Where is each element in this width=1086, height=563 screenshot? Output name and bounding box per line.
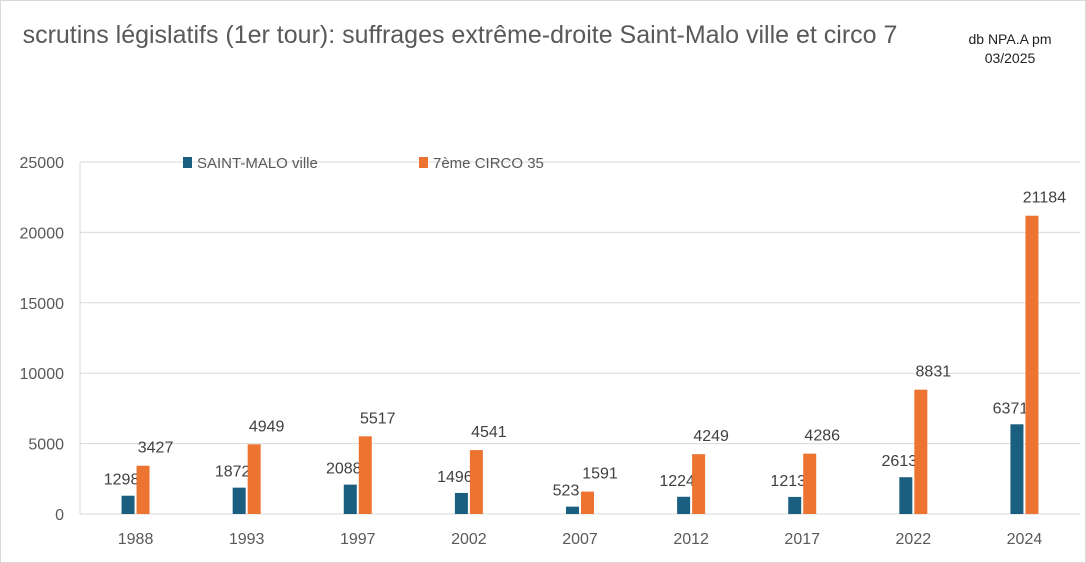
x-tick-label: 2022 — [896, 531, 932, 548]
legend-label: SAINT-MALO ville — [197, 155, 318, 172]
bar-circo-2022 — [914, 389, 928, 514]
x-tick-label: 1993 — [229, 531, 265, 548]
data-label: 21184 — [1023, 190, 1066, 207]
data-label: 4249 — [693, 428, 729, 445]
data-label: 2088 — [326, 461, 362, 478]
bar-ville-1993 — [232, 487, 246, 514]
data-label: 1298 — [104, 472, 140, 489]
bar-circo-1997 — [358, 436, 372, 514]
data-label: 1591 — [582, 466, 618, 483]
bar-ville-2002 — [454, 492, 468, 514]
bar-circo-2002 — [469, 450, 483, 514]
x-tick-label: 2017 — [784, 531, 820, 548]
data-label: 2613 — [882, 453, 918, 470]
bar-circo-2012 — [692, 454, 706, 514]
data-label: 6371 — [993, 400, 1029, 417]
y-tick-label: 5000 — [28, 437, 64, 454]
x-tick-label: 2012 — [673, 531, 709, 548]
chart-title: scrutins législatifs (1er tour): suffrag… — [22, 21, 898, 49]
data-label: 8831 — [916, 364, 952, 381]
bar-ville-2007 — [566, 506, 579, 514]
bar-circo-1993 — [247, 444, 261, 514]
x-tick-label: 2002 — [451, 531, 487, 548]
y-tick-label: 25000 — [20, 155, 65, 172]
note-line-1: db NPA.A pm — [968, 31, 1052, 47]
chart-note: db NPA.A pm 03/2025 — [950, 30, 1070, 68]
x-tick-label: 2024 — [1007, 531, 1043, 548]
legend-label: 7ème CIRCO 35 — [433, 155, 544, 172]
x-tick-label: 2007 — [562, 531, 598, 548]
bar-ville-2024 — [1010, 424, 1024, 514]
data-label: 5517 — [360, 410, 396, 427]
bar-ville-1988 — [121, 495, 135, 514]
bar-circo-1988 — [136, 465, 150, 514]
data-label: 4949 — [249, 418, 285, 435]
data-label: 1872 — [215, 464, 251, 481]
note-line-2: 03/2025 — [984, 50, 1036, 66]
data-label: 1224 — [659, 473, 695, 490]
data-label: 1213 — [770, 473, 806, 490]
data-label: 3427 — [138, 440, 174, 457]
bar-circo-2024 — [1025, 215, 1039, 514]
data-label: 4541 — [471, 424, 507, 441]
y-tick-label: 20000 — [20, 225, 65, 242]
bar-circo-2017 — [803, 453, 817, 514]
x-tick-label: 1997 — [340, 531, 376, 548]
y-tick-label: 15000 — [20, 296, 65, 313]
bar-ville-2022 — [899, 477, 913, 514]
legend-swatch — [419, 157, 428, 168]
bar-ville-2017 — [788, 496, 802, 514]
data-label: 523 — [553, 483, 580, 500]
bar-ville-1997 — [343, 484, 357, 514]
y-tick-label: 0 — [55, 507, 64, 524]
bar-circo-2007 — [581, 491, 594, 514]
y-tick-label: 10000 — [20, 366, 65, 383]
bar-ville-2012 — [677, 496, 691, 514]
legend-swatch — [183, 157, 192, 168]
data-label: 4286 — [804, 428, 840, 445]
data-label: 1496 — [437, 469, 473, 486]
x-tick-label: 1988 — [118, 531, 154, 548]
